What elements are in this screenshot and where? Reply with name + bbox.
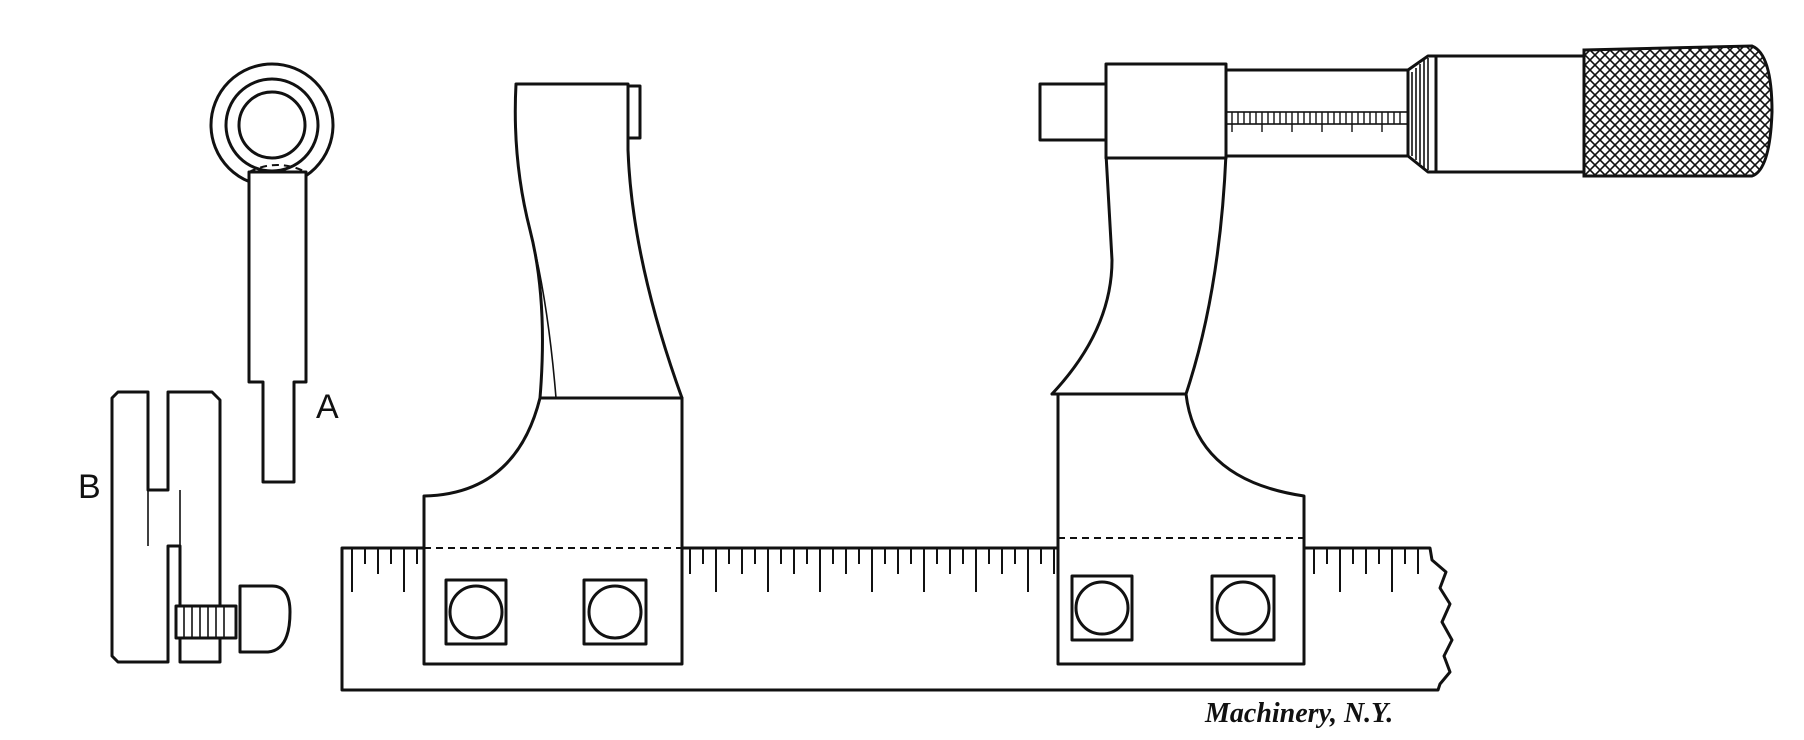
part-a-piece [209,62,335,484]
left-jaw-arm [513,82,684,400]
right-jaw [1050,152,1306,666]
micrometer-frame-block [1104,62,1228,160]
part-a-hole [237,90,307,160]
part-b-screw-head [238,584,292,654]
part-b-body [110,390,222,664]
left-jaw-anvil-tip [626,84,642,140]
part-b-piece [110,390,292,664]
right-jaw-screw-1 [1070,574,1134,642]
micrometer-sleeve [1224,68,1410,158]
part-a-ring-outer [209,62,335,188]
micrometer-thimble-bevel-lines [1411,58,1429,170]
left-jaw-screw-2 [582,578,648,646]
micrometer-thimble [1434,54,1586,174]
micrometer-head [1038,44,1774,178]
micrometer-ratchet-knurl [1582,44,1774,178]
left-jaw-neck-line [529,229,557,399]
part-b-screw-thread-marks [183,606,225,638]
left-jaw [422,82,684,666]
rule-graduations [351,548,1419,592]
part-a-stem-top [248,164,307,173]
part-b-label: B [78,468,101,506]
figure-credit: Machinery, N.Y. [1204,698,1393,729]
micrometer-sleeve-scale [1231,112,1401,132]
part-a-stem [247,170,308,484]
part-b-screw-thread [174,604,238,640]
part-a-label: A [316,388,339,426]
left-jaw-screw-1 [444,578,508,646]
right-jaw-screw-2 [1210,574,1276,642]
micrometer-spindle [1038,82,1112,142]
right-jaw-arm [1050,152,1228,396]
